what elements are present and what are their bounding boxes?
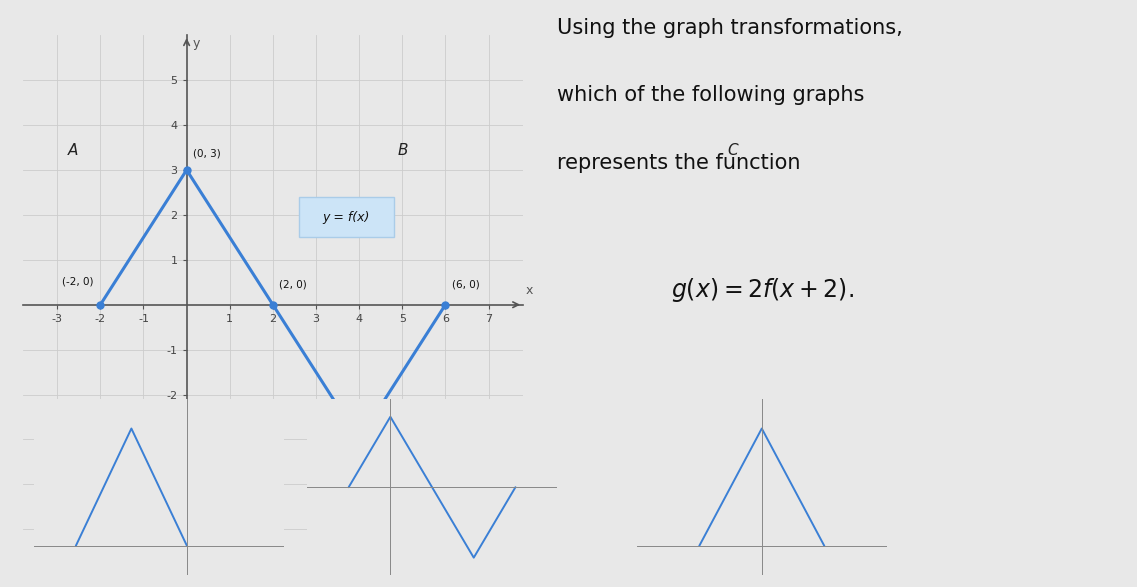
Text: (2, 0): (2, 0) xyxy=(280,279,307,289)
Text: Using the graph transformations,: Using the graph transformations, xyxy=(557,18,903,38)
Text: represents the function: represents the function xyxy=(557,153,800,173)
Text: which of the following graphs: which of the following graphs xyxy=(557,85,864,105)
Point xyxy=(264,300,282,309)
Point xyxy=(350,435,368,444)
FancyBboxPatch shape xyxy=(299,197,393,237)
Text: x: x xyxy=(525,284,532,296)
Text: B: B xyxy=(398,143,408,158)
Text: $g(x) = 2f(x + 2).$: $g(x) = 2f(x + 2).$ xyxy=(671,276,854,304)
Text: (0, 3): (0, 3) xyxy=(193,149,221,158)
Text: y = f(x): y = f(x) xyxy=(323,211,370,224)
Text: (6, 0): (6, 0) xyxy=(451,279,480,289)
Text: A: A xyxy=(68,143,78,158)
Text: C: C xyxy=(728,143,738,158)
Point xyxy=(437,300,455,309)
Text: (4, -3): (4, -3) xyxy=(367,452,399,462)
Text: y: y xyxy=(193,38,200,50)
Point xyxy=(177,166,196,175)
Text: (-2, 0): (-2, 0) xyxy=(61,276,93,287)
Point xyxy=(91,300,109,309)
